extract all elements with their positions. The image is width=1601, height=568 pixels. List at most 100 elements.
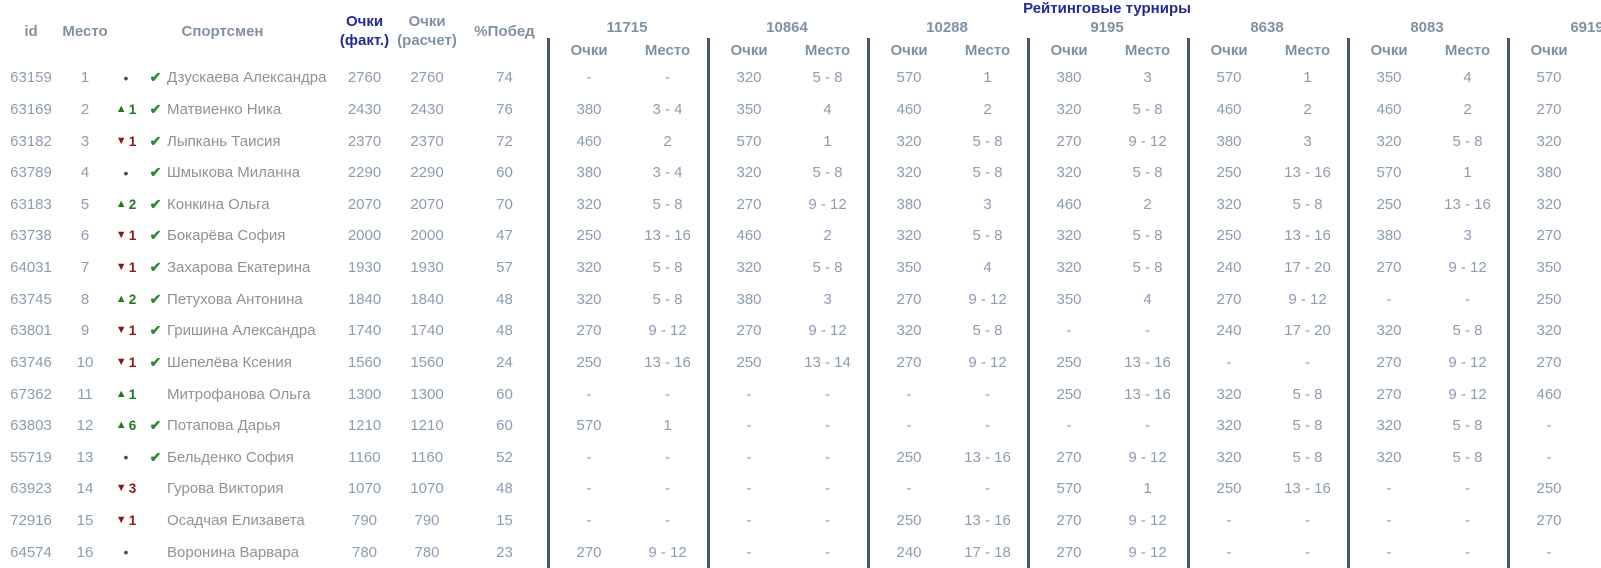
tournament-points-cell: - (586, 385, 592, 403)
current-place-cell: 9 (80, 322, 90, 340)
tournament-result-group: -- (707, 378, 867, 410)
verified-check-icon: ✔ (149, 290, 162, 307)
points-fact-column-header: Очки (факт.) (337, 0, 392, 62)
athlete-name: Митрофанова Ольга (167, 385, 311, 403)
tournament-result-group: -- (707, 441, 867, 474)
athlete-name: Петухова Антонина (167, 290, 303, 308)
tournament-points-cell: 570 (1056, 480, 1082, 498)
tournament-points-cell: 250 (896, 448, 922, 466)
athlete-id-cell: 55719 (10, 448, 52, 466)
table-row: 63923 14 ▼ 3 Гурова Виктория 1070 1070 48- - - - - -… (0, 473, 1601, 505)
tournament-place-cell: 9 - 12 (1448, 385, 1487, 403)
points-fact-cell: 1740 (347, 322, 382, 340)
points-subheader: Очки (730, 41, 768, 59)
tournament-result-group: 320 5 - 8 (867, 125, 1027, 157)
verified-cell: ✔ (144, 347, 167, 379)
tournament-result-group: 270 9 - 12 (1027, 536, 1187, 568)
tournament-place-cell: 9 - 12 (1128, 543, 1167, 561)
athlete-name: Захарова Екатерина (167, 259, 311, 277)
tournament-place-cell: - (825, 543, 830, 561)
tournament-place-cell: - (665, 69, 670, 87)
tournament-result-group: 250 13 - 16 (1027, 346, 1187, 379)
tournament-result-group: -- (547, 378, 707, 410)
tournament-points-cell: 350 (736, 100, 762, 118)
tournament-result-group: 270 9 - 12 (1027, 125, 1187, 157)
tournament-points-cell: 460 (576, 132, 602, 150)
tournament-result-group: 250 13 - 16 (547, 346, 707, 379)
tournament-result-group: 460 2 (547, 125, 707, 157)
tournament-result-group: -- (1187, 536, 1347, 568)
tournament-result-group: 570 1 (547, 409, 707, 442)
verified-cell: ✔ (144, 189, 167, 221)
tournament-place-cell: 17 - 20 (1284, 259, 1331, 277)
tournament-result-group: 350 (1507, 251, 1601, 284)
tournament-points-cell: 250 (736, 353, 762, 371)
tournament-place-cell: 5 - 8 (812, 259, 843, 277)
tournament-place-cell: 13 - 16 (1124, 385, 1171, 403)
tournament-subheaders-row: Очки Место Очки Место Очки Место Очки Место Очки… (547, 38, 1601, 62)
win-pct-column-header: %Побед (474, 22, 535, 40)
table-row: 63746 10 ▼ 1 ✔ Шепелёва Ксения 1560 1560 24 250 13… (0, 346, 1601, 379)
verified-cell (144, 378, 167, 410)
tournament-place-cell: 13 - 16 (1284, 164, 1331, 182)
win-pct-cell: 52 (496, 448, 513, 466)
athlete-id-cell: 63803 (10, 417, 52, 435)
tournament-result-group: -- (867, 378, 1027, 410)
change-value: 1 (128, 323, 137, 339)
tournament-place-cell: 13 - 16 (644, 227, 691, 245)
tournament-result-group: 320 5 - 8 (707, 251, 867, 284)
points-fact-cell: 1930 (347, 259, 382, 277)
tournament-points-cell: - (1386, 512, 1392, 530)
tournament-place-cell: 3 - 4 (652, 164, 683, 182)
tournament-points-cell: 350 (1056, 290, 1082, 308)
tournament-points-cell: 460 (736, 227, 762, 245)
tournament-place-cell: 9 - 12 (1448, 353, 1487, 371)
tournament-result-group: 350 4 (1027, 283, 1187, 315)
tournament-place-cell: 3 (1143, 69, 1152, 87)
tournament-points-cell: 350 (1536, 259, 1562, 277)
tournament-points-cell: 380 (896, 195, 922, 213)
points-calc-cell: 2430 (410, 100, 444, 118)
tournament-result-group: -- (547, 504, 707, 537)
current-place-cell: 13 (76, 448, 94, 466)
tournament-place-cell: - (985, 480, 990, 498)
tournament-place-cell: 5 - 8 (972, 164, 1003, 182)
tournament-place-cell: - (825, 417, 830, 435)
tournament-result-group: 270 9 - 12 (547, 315, 707, 347)
tournament-place-cell: 3 (983, 195, 992, 213)
down-triangle-icon: ▼ (115, 261, 127, 274)
points-fact-cell: 2760 (347, 69, 382, 87)
tournament-result-group: 270 (1507, 220, 1601, 252)
tournament-result-group: 250 13 - 16 (1027, 378, 1187, 410)
tournament-place-cell: 13 - 16 (644, 353, 691, 371)
no-change-dot-icon: • (123, 164, 129, 181)
points-calc-cell: 2760 (410, 69, 444, 87)
tournament-result-group: 380 3 (1347, 220, 1507, 252)
tournament-points-cell: - (1546, 448, 1552, 466)
points-subheader: Очки (1050, 41, 1088, 59)
tournament-place-cell: 4 (823, 100, 832, 118)
tournament-place-cell: 13 - 16 (964, 512, 1011, 530)
tournament-result-group: -- (547, 62, 707, 94)
tournament-id-header: 10864 (766, 19, 808, 36)
tournament-subheader-group: Очки Место (1347, 38, 1507, 62)
verified-check-icon: ✔ (149, 132, 162, 149)
tournament-result-group: 320 5 - 8 (1347, 315, 1507, 347)
verified-cell: ✔ (144, 157, 167, 189)
tournament-points-cell: 270 (1216, 290, 1242, 308)
tournament-result-group: 320 5 - 8 (867, 315, 1027, 347)
points-subheader: Очки (890, 41, 928, 59)
tournament-result-group: 270 9 - 12 (1347, 251, 1507, 284)
table-row: 64031 7 ▼ 1 ✔ Захарова Екатерина 1930 1930 57 320… (0, 251, 1601, 284)
tournament-place-cell: 5 - 8 (1132, 227, 1163, 245)
tournament-points-cell: - (586, 512, 592, 530)
tournament-points-cell: 460 (1536, 385, 1562, 403)
tournament-points-cell: 380 (1216, 132, 1242, 150)
win-pct-cell: 48 (496, 480, 513, 498)
tournament-result-group: 320 5 - 8 (1187, 378, 1347, 410)
current-place-cell: 5 (80, 195, 90, 213)
tournament-points-cell: 250 (1536, 290, 1562, 308)
current-place-cell: 14 (76, 480, 94, 498)
table-body: 63159 1 • ✔ Дзускаева Александра 2760 2760 74- -… (0, 62, 1601, 568)
table-header: id Место Спортсмен Очки (факт.) Очки (ра… (0, 0, 1601, 62)
